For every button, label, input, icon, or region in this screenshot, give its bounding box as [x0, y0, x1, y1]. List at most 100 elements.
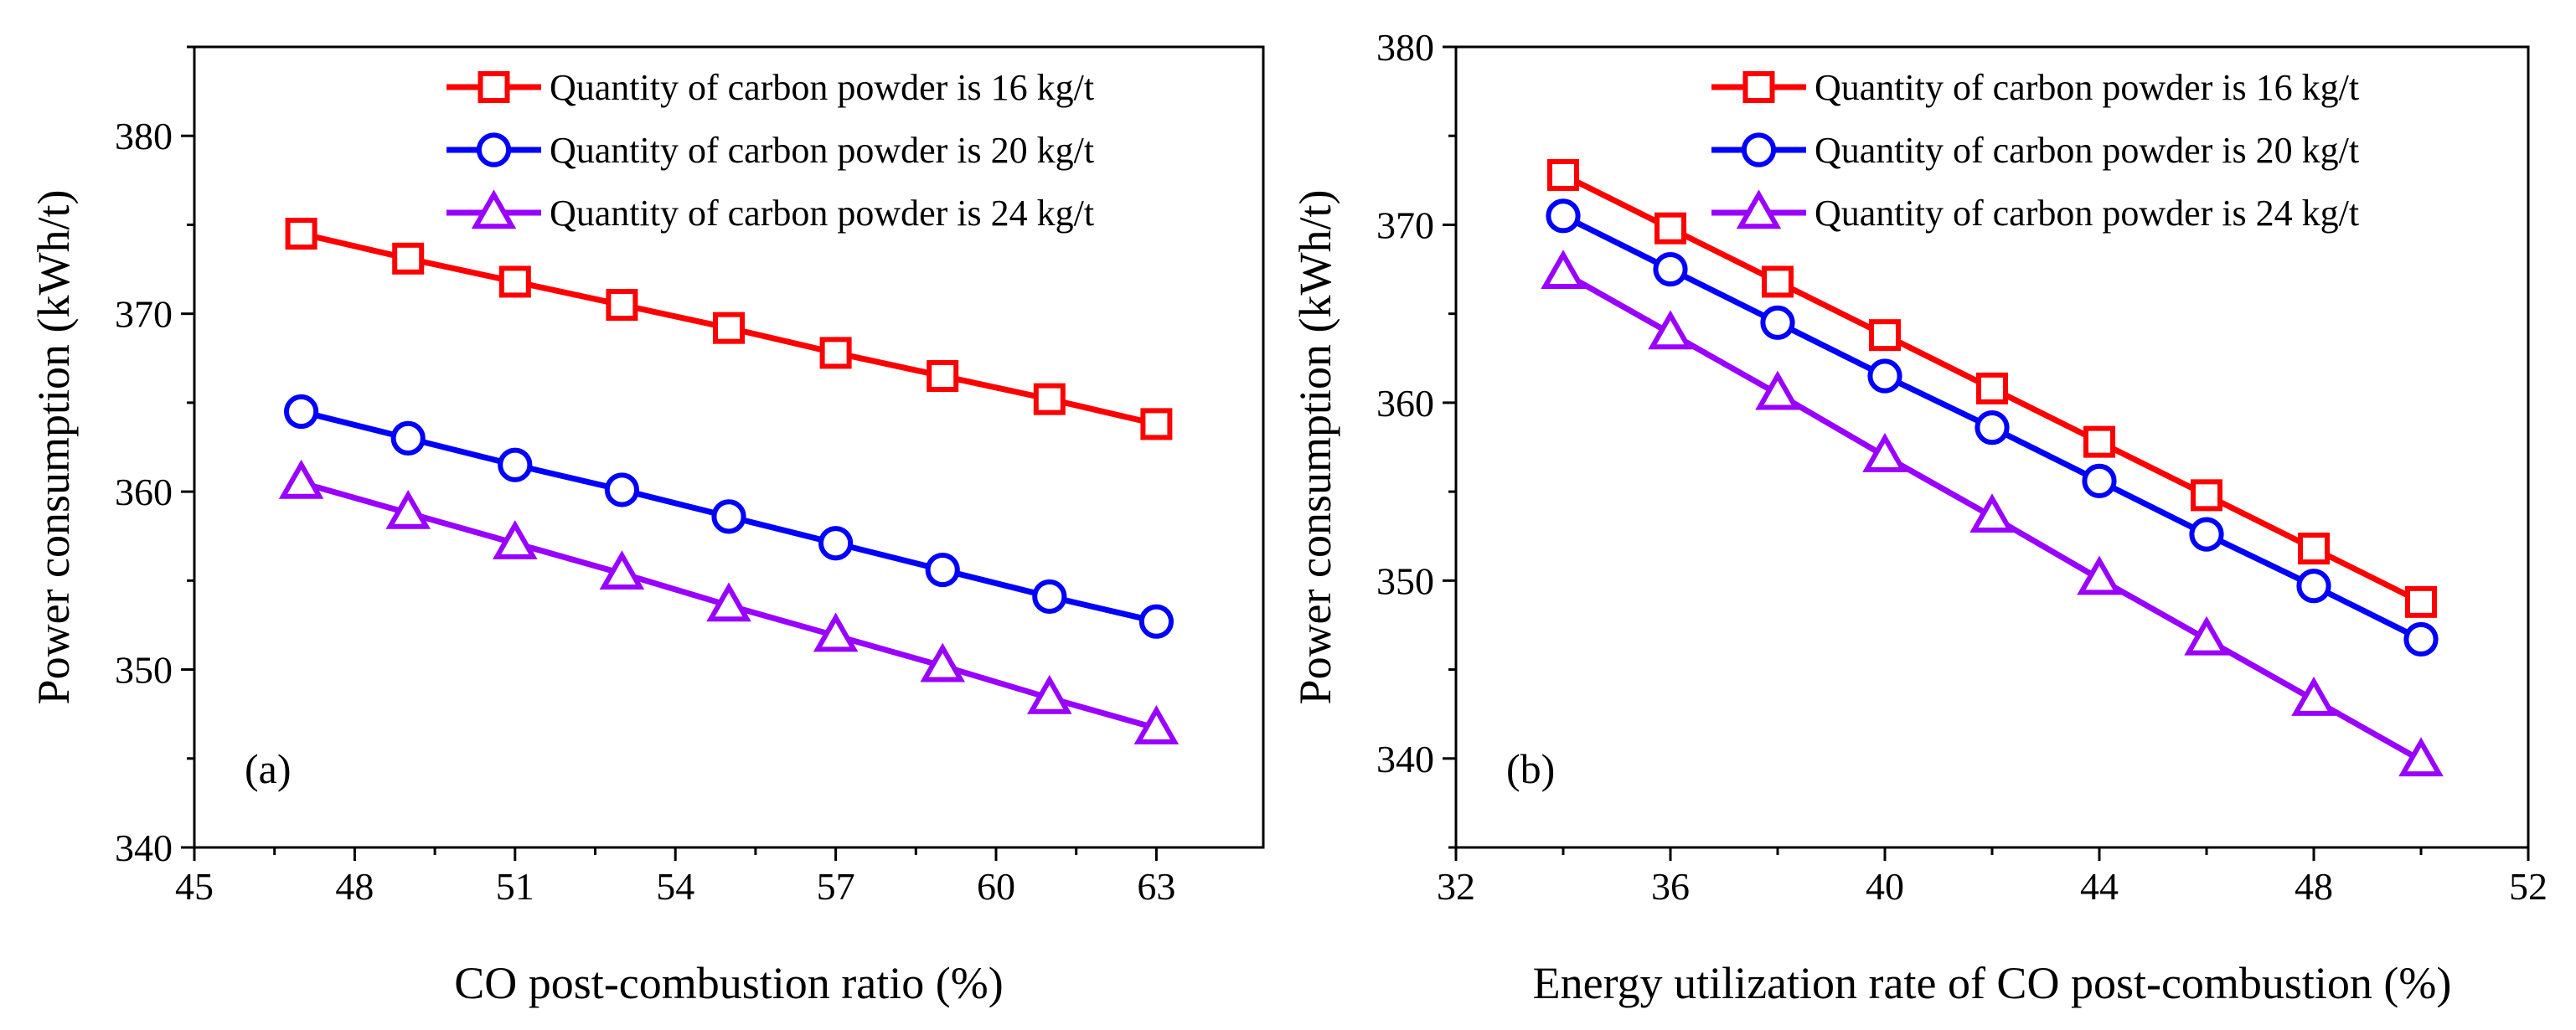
- data-point: [2291, 677, 2336, 716]
- data-point: [920, 642, 965, 682]
- data-point: [925, 552, 960, 588]
- data-point: [2403, 621, 2439, 657]
- x-tick-label: 63: [1137, 865, 1175, 908]
- legend: Quantity of carbon powder is 16 kg/t Quan…: [447, 67, 1094, 234]
- data-point: [1755, 370, 1800, 410]
- data-point: [2191, 479, 2222, 512]
- x-tick-label: 60: [977, 865, 1015, 908]
- data-point: [711, 499, 746, 534]
- data-point: [2189, 517, 2224, 552]
- data-point: [1653, 251, 1688, 287]
- x-tick-label: 45: [175, 865, 214, 908]
- panel-a: 45 48 51 54 57 60 63 340 350 360 370 380 CO post-com…: [28, 45, 1265, 1008]
- legend-label: Quantity of carbon powder is 20 kg/t: [550, 130, 1094, 171]
- legend: Quantity of carbon powder is 16 kg/t Quan…: [1711, 67, 2359, 234]
- y-tick-label: 340: [115, 827, 173, 869]
- x-tick-label: 32: [1437, 865, 1475, 908]
- data-point: [1547, 158, 1579, 191]
- data-point: [392, 242, 425, 275]
- x-tick-label: 36: [1651, 865, 1690, 908]
- data-point: [1976, 372, 2008, 404]
- panel-label: (a): [245, 745, 292, 792]
- y-tick-label: 380: [1376, 26, 1434, 69]
- panel-b: 32 36 40 44 48 52 340 350 360 370 380 Energy utiliz…: [1290, 26, 2548, 1008]
- data-point: [1133, 705, 1180, 744]
- data-point: [604, 472, 640, 507]
- legend-marker: [1742, 71, 1775, 103]
- data-point: [599, 550, 645, 590]
- data-point: [1969, 493, 2015, 533]
- x-tick-label: 54: [656, 865, 694, 908]
- y-tick-label: 360: [1376, 382, 1434, 425]
- data-point: [1648, 310, 1693, 350]
- data-point: [606, 289, 638, 322]
- data-point: [2082, 463, 2117, 498]
- data-point: [1138, 604, 1174, 639]
- y-tick-label: 340: [1376, 738, 1434, 780]
- data-point: [1541, 250, 1586, 290]
- y-axis-title: Power consumption (kWh/t): [28, 190, 79, 705]
- x-tick-label: 51: [496, 865, 534, 908]
- data-point: [1033, 383, 1066, 415]
- legend-marker: [1736, 189, 1782, 229]
- data-point: [1760, 305, 1795, 340]
- legend-label: Quantity of carbon powder is 24 kg/t: [550, 193, 1094, 234]
- x-axis-title: Energy utilization rate of CO post-combu…: [1533, 958, 2452, 1008]
- data-point: [1869, 319, 1901, 352]
- data-point: [2077, 555, 2122, 595]
- data-point: [1975, 410, 2010, 445]
- y-tick-label: 350: [115, 649, 173, 692]
- x-axis-title: CO post-combustion ratio (%): [454, 958, 1003, 1008]
- legend-label: Quantity of carbon powder is 20 kg/t: [1815, 130, 2359, 171]
- y-axis-title: Power consumption (kWh/t): [1290, 190, 1340, 705]
- x-tick-label: 52: [2509, 865, 2548, 908]
- series-square: [285, 218, 1173, 440]
- data-point: [1867, 358, 1902, 394]
- x-tick-label: 48: [2295, 865, 2333, 908]
- data-point: [927, 360, 959, 393]
- panel-label: (b): [1506, 745, 1555, 792]
- data-point: [706, 582, 751, 622]
- x-tick-label: 48: [335, 865, 374, 908]
- data-point: [2184, 615, 2229, 656]
- x-tick-label: 40: [1866, 865, 1904, 908]
- y-tick-label: 370: [1376, 203, 1434, 246]
- series-square: [1547, 158, 2437, 618]
- y-tick-label: 360: [115, 471, 173, 513]
- series-circle: [1546, 198, 2439, 657]
- data-point: [493, 520, 538, 559]
- legend-label: Quantity of carbon powder is 16 kg/t: [550, 67, 1094, 108]
- legend-marker: [471, 189, 517, 229]
- x-tick-label: 57: [817, 865, 855, 908]
- y-tick-label: 370: [115, 293, 173, 336]
- data-point: [2405, 585, 2437, 618]
- legend-marker: [1741, 132, 1777, 167]
- data-point: [2083, 425, 2115, 458]
- plot-frame: [193, 45, 1265, 849]
- data-point: [1762, 265, 1794, 298]
- data-point: [498, 265, 531, 298]
- series-triangle: [1541, 250, 2444, 777]
- data-point: [390, 420, 426, 456]
- data-point: [1862, 432, 1907, 472]
- data-point: [285, 218, 317, 250]
- data-point: [2296, 569, 2331, 604]
- data-point: [385, 489, 431, 529]
- data-point: [1027, 674, 1072, 714]
- data-point: [498, 447, 533, 482]
- data-point: [1546, 198, 1581, 234]
- y-tick-label: 380: [115, 115, 173, 157]
- series-triangle: [278, 459, 1180, 744]
- series-circle: [284, 394, 1174, 639]
- data-point: [278, 459, 324, 499]
- data-point: [1140, 408, 1173, 440]
- legend-marker: [476, 132, 512, 167]
- y-tick-label: 350: [1376, 559, 1434, 602]
- legend-label: Quantity of carbon powder is 24 kg/t: [1815, 193, 2359, 234]
- data-point: [284, 394, 319, 430]
- data-point: [1655, 212, 1686, 245]
- data-point: [2398, 737, 2444, 777]
- data-point: [813, 612, 859, 652]
- legend-marker: [478, 71, 510, 103]
